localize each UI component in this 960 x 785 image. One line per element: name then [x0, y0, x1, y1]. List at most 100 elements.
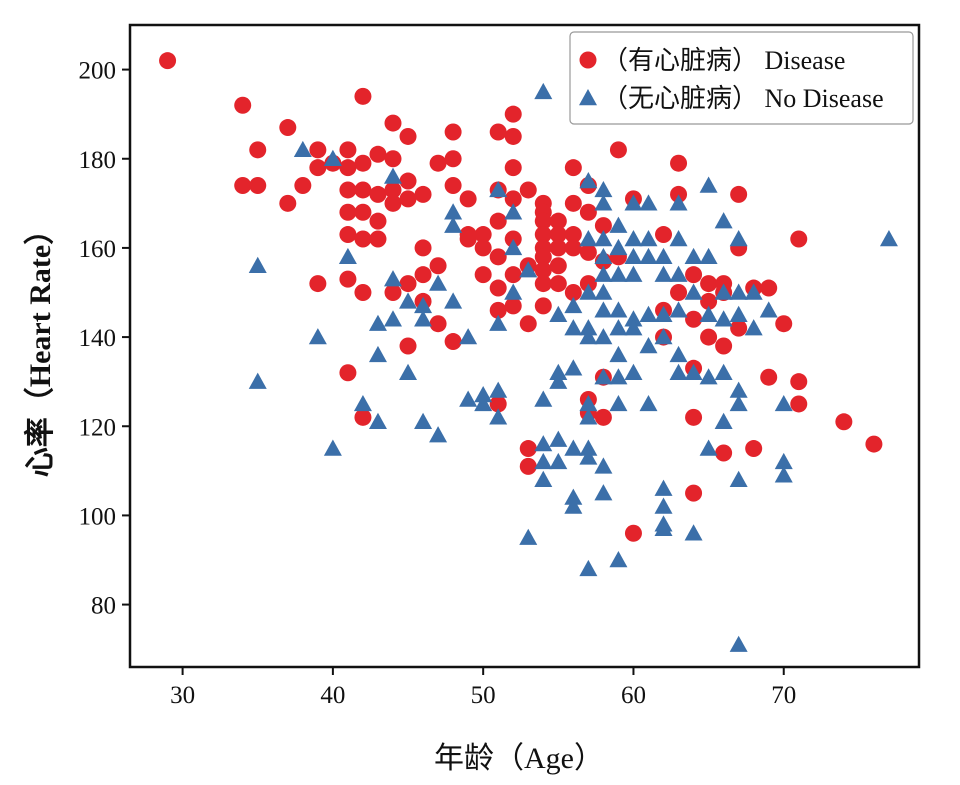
disease-point	[294, 177, 312, 194]
no-disease-point	[534, 435, 553, 452]
disease-point	[384, 284, 402, 301]
disease-point	[685, 408, 703, 426]
disease-point	[715, 337, 733, 355]
disease-point	[399, 337, 417, 355]
no-disease-point	[564, 319, 583, 336]
no-disease-point	[534, 470, 553, 487]
disease-point	[489, 248, 507, 266]
no-disease-point	[368, 314, 387, 331]
no-disease-point	[609, 394, 628, 412]
no-disease-point	[759, 301, 778, 318]
no-disease-point	[489, 314, 508, 331]
disease-point	[444, 123, 462, 141]
no-disease-point	[323, 149, 342, 166]
no-disease-point	[714, 412, 733, 429]
disease-point	[790, 395, 808, 413]
disease-point	[564, 194, 582, 212]
no-disease-point	[714, 283, 733, 300]
no-disease-point	[368, 412, 387, 429]
disease-point	[474, 266, 492, 284]
disease-point	[790, 230, 808, 248]
disease-point	[249, 177, 267, 194]
disease-point	[534, 248, 552, 266]
no-disease-point	[399, 363, 418, 380]
no-disease-point	[699, 176, 718, 193]
legend-marker-no-disease	[579, 89, 597, 106]
x-tick-label: 40	[320, 682, 345, 709]
x-tick-label: 70	[771, 682, 796, 709]
disease-point	[384, 150, 402, 168]
legend: （有心脏病） Disease （无心脏病） No Disease	[569, 31, 914, 125]
no-disease-point	[504, 283, 523, 300]
no-disease-point	[549, 452, 568, 470]
disease-point	[489, 301, 507, 319]
no-disease-point	[594, 230, 613, 247]
disease-point	[594, 217, 612, 235]
disease-point	[339, 226, 357, 244]
disease-point	[745, 440, 763, 458]
disease-point	[670, 284, 688, 301]
x-tick-label: 60	[621, 682, 646, 709]
disease-point	[369, 145, 387, 163]
no-disease-point	[729, 394, 748, 412]
disease-point	[369, 185, 387, 203]
y-tick-label: 140	[79, 325, 117, 352]
no-disease-point	[654, 519, 673, 536]
disease-point	[414, 239, 432, 257]
no-disease-point	[594, 180, 613, 198]
no-disease-point	[774, 466, 793, 483]
no-disease-point	[579, 319, 598, 336]
disease-point	[474, 239, 492, 257]
no-disease-point	[293, 140, 312, 158]
no-disease-point	[474, 386, 493, 403]
disease-point	[309, 141, 327, 159]
no-disease-point	[729, 283, 748, 300]
no-disease-point	[338, 247, 357, 265]
no-disease-point	[609, 551, 628, 568]
no-disease-point	[729, 635, 748, 652]
disease-point	[519, 181, 537, 199]
disease-point	[700, 275, 718, 293]
disease-point	[354, 87, 372, 105]
disease-point	[865, 435, 883, 453]
no-disease-point	[594, 457, 613, 474]
no-disease-point	[639, 194, 658, 211]
no-disease-point	[609, 238, 628, 256]
no-disease-point	[368, 345, 387, 363]
no-disease-point	[564, 296, 583, 314]
no-disease-point	[248, 256, 267, 273]
no-disease-point	[549, 430, 568, 447]
no-disease-point	[624, 319, 643, 336]
no-disease-point	[564, 488, 583, 505]
disease-point	[685, 310, 703, 328]
disease-point	[564, 226, 582, 244]
no-disease-point	[729, 381, 748, 398]
disease-point	[234, 96, 252, 114]
no-disease-point	[729, 470, 748, 487]
y-tick-label: 200	[79, 58, 117, 85]
legend-box	[569, 31, 914, 125]
disease-point	[429, 257, 447, 275]
disease-point	[549, 257, 567, 275]
disease-point	[519, 440, 537, 458]
x-axis-title: 年龄（Age）	[434, 742, 604, 775]
no-disease-point	[459, 390, 478, 407]
disease-point	[519, 315, 537, 333]
disease-point	[564, 159, 582, 177]
disease-point	[730, 319, 748, 337]
disease-point	[414, 266, 432, 284]
y-axis-title: 心率（Heart Rate）	[23, 215, 57, 477]
disease-point	[309, 159, 327, 177]
no-disease-point	[744, 283, 763, 300]
no-disease-point	[774, 394, 793, 412]
no-disease-point	[714, 363, 733, 380]
no-disease-point	[669, 265, 688, 282]
no-disease-point	[699, 305, 718, 322]
no-disease-point	[624, 230, 643, 247]
no-disease-point	[624, 194, 643, 211]
no-disease-point	[549, 372, 568, 389]
no-disease-point	[534, 82, 553, 100]
disease-point	[534, 212, 552, 230]
no-disease-point	[444, 292, 463, 309]
no-disease-point	[624, 363, 643, 380]
